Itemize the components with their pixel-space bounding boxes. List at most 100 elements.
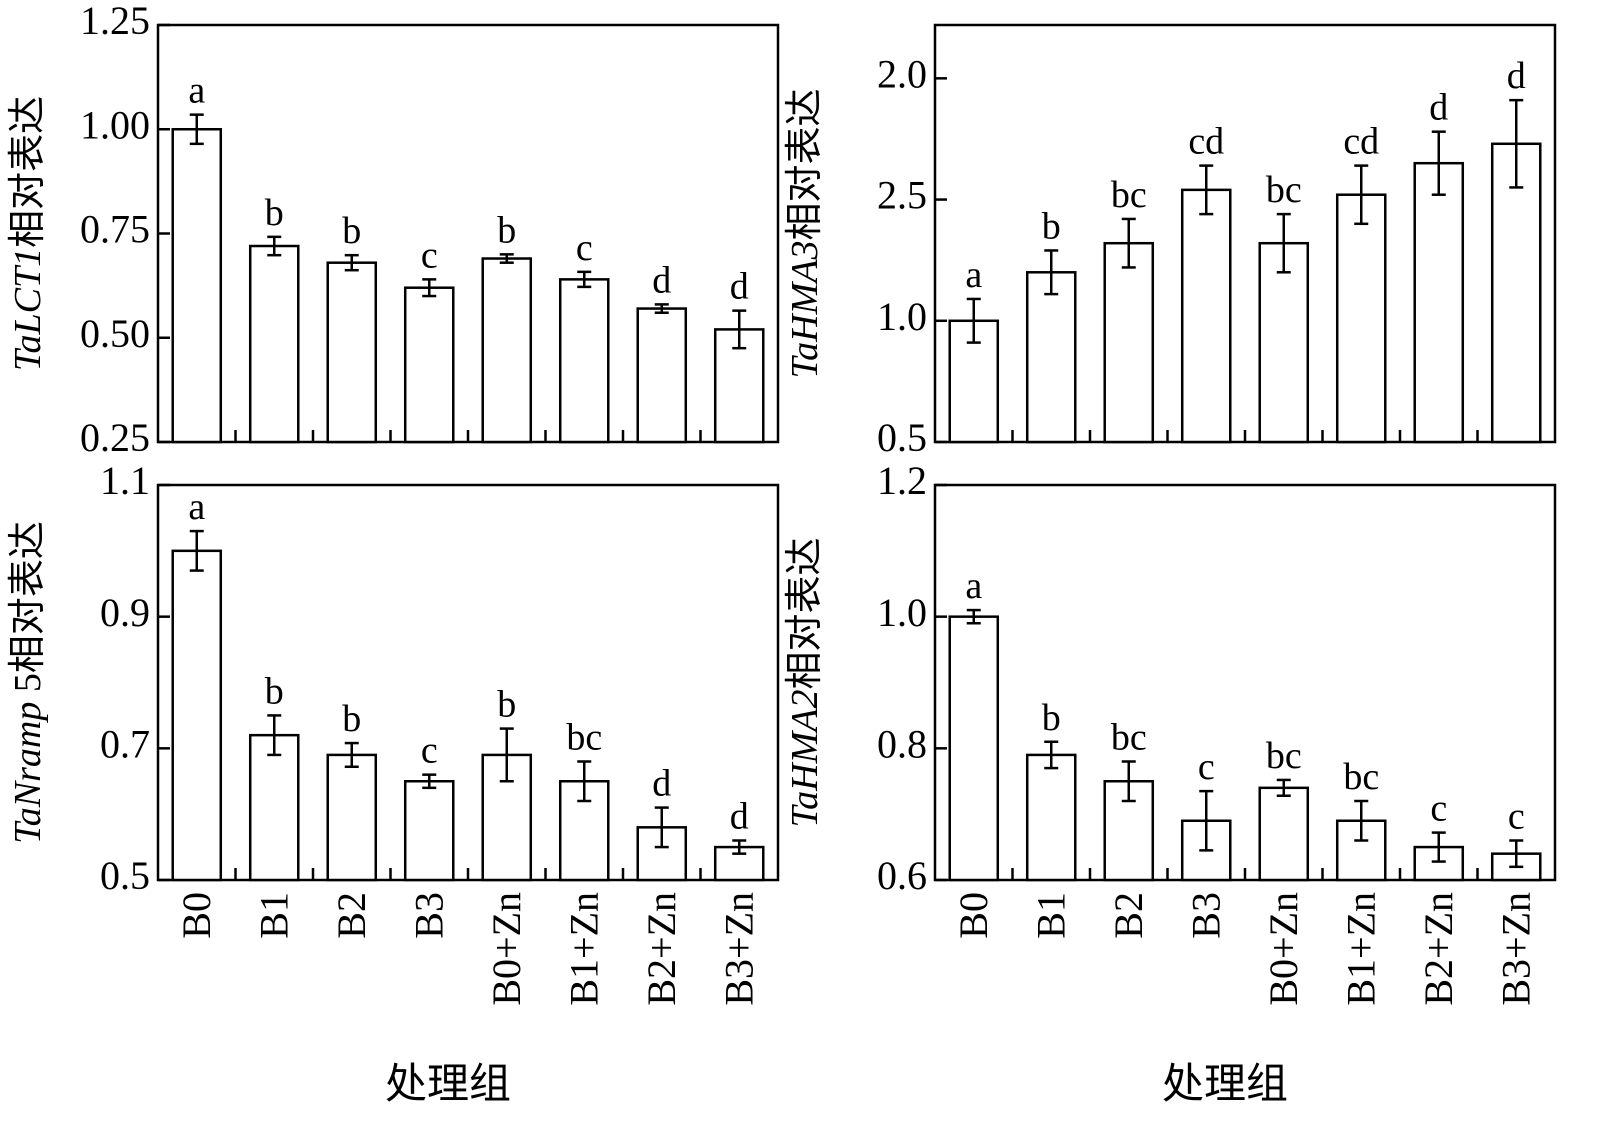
significance-letter: d [652, 763, 671, 805]
significance-letter: a [188, 486, 205, 528]
bar [171, 128, 223, 444]
error-bar [732, 839, 747, 855]
bar [1103, 241, 1155, 444]
y-axis-label-gene: TaHMA3 [784, 241, 826, 379]
significance-letter: bc [1266, 169, 1302, 211]
bar [403, 780, 455, 882]
error-bar [1044, 740, 1059, 770]
y-tick-label: 0.75 [80, 207, 150, 252]
bar [1335, 193, 1387, 444]
bar [248, 733, 300, 882]
error-bar [577, 760, 592, 803]
significance-letter: d [730, 266, 749, 308]
error-bar [1276, 778, 1291, 797]
error-bar [422, 278, 437, 298]
x-tick-label: B1 [1028, 892, 1073, 939]
error-bar [732, 309, 747, 350]
y-axis-label-gene: TaHMA2 [784, 690, 826, 828]
y-axis-label-gene: TaNramp [7, 702, 49, 844]
y-tick-label: 0.5 [877, 415, 927, 460]
x-tick-label: B3 [1183, 892, 1228, 939]
bar [948, 319, 1000, 444]
x-tick-label: B3+Zn [1493, 892, 1538, 1006]
y-axis-label-text: 相对表达 [784, 89, 826, 241]
bar [1258, 241, 1310, 444]
y-tick-label: 2.5 [877, 173, 927, 218]
significance-letter: c [421, 234, 438, 276]
x-axis-label: 处理组 [385, 1062, 511, 1108]
significance-letter: d [730, 796, 749, 838]
error-bar [654, 806, 669, 849]
significance-letter: a [965, 254, 982, 296]
bar [1258, 786, 1310, 882]
x-tick-label: B2+Zn [639, 892, 684, 1006]
bar [171, 549, 223, 882]
error-bar [499, 727, 514, 783]
bar [481, 257, 533, 444]
bar [403, 286, 455, 444]
error-bar [1431, 130, 1446, 196]
bar [326, 261, 378, 444]
x-tick-label: B3+Zn [716, 892, 761, 1006]
y-axis-label: TaHMA2相对表达 [784, 538, 826, 828]
significance-letter: b [265, 192, 284, 234]
error-bar [344, 253, 359, 272]
y-tick-label: 0.5 [100, 853, 150, 898]
significance-letter: c [421, 730, 438, 772]
significance-letter: d [652, 259, 671, 301]
error-bar [189, 113, 204, 146]
y-axis-label-gene: TaLCT1 [7, 248, 49, 371]
x-tick-label: B3 [406, 892, 451, 939]
y-tick-label: 0.50 [80, 311, 150, 356]
error-bar [966, 608, 981, 625]
error-bar [1354, 164, 1369, 226]
error-bar [267, 235, 282, 257]
bar [636, 307, 688, 444]
error-bar [1276, 212, 1291, 274]
error-bar [344, 741, 359, 769]
y-tick-label: 0.9 [100, 590, 150, 635]
y-tick-label: 1.0 [877, 294, 927, 339]
y-tick-label: 1.0 [877, 590, 927, 635]
y-tick-label: 1.2 [877, 458, 927, 503]
significance-letter: b [1042, 205, 1061, 247]
y-tick-label: 0.8 [877, 722, 927, 767]
significance-letter: c [576, 227, 593, 269]
significance-letter: bc [1111, 717, 1147, 759]
significance-letter: b [342, 210, 361, 252]
bar [1180, 188, 1232, 444]
error-bar [1509, 839, 1524, 869]
error-bar [1199, 164, 1214, 216]
error-bar [1121, 760, 1136, 803]
bar [948, 615, 1000, 882]
y-tick-label: 1.00 [80, 102, 150, 147]
bar [558, 278, 610, 444]
error-bar [189, 529, 204, 572]
panel: 0.5 0.7 0.9 1.1 a B0 b B1 b B2 c B3 b B0+Zn bc B1+Zn d B2… [7, 458, 780, 1108]
significance-letter: c [1198, 746, 1215, 788]
significance-letter: d [1429, 87, 1448, 129]
significance-letter: bc [1343, 756, 1379, 798]
error-bar [1509, 98, 1524, 189]
error-bar [1199, 789, 1214, 852]
significance-letter: c [1508, 796, 1525, 838]
significance-letter: bc [1111, 174, 1147, 216]
y-axis-label-text: 相对表达 [7, 96, 49, 248]
panel: 0.6 0.8 1.0 1.2 a B0 b B1 bc B2 c B3 bc B0+Zn bc B1+Zn c… [784, 458, 1557, 1108]
error-bar [1121, 217, 1136, 269]
x-tick-label: B1 [251, 892, 296, 939]
significance-letter: b [497, 209, 516, 251]
significance-letter: b [342, 698, 361, 740]
x-tick-label: B0 [174, 892, 219, 939]
x-tick-label: B0 [951, 892, 996, 939]
bar [1025, 271, 1077, 444]
error-bar [422, 773, 437, 790]
error-bar [267, 714, 282, 757]
x-tick-label: B0+Zn [484, 892, 529, 1006]
significance-letter: bc [1266, 735, 1302, 777]
significance-letter: d [1507, 55, 1526, 97]
significance-letter: b [265, 670, 284, 712]
error-bar [499, 253, 514, 264]
